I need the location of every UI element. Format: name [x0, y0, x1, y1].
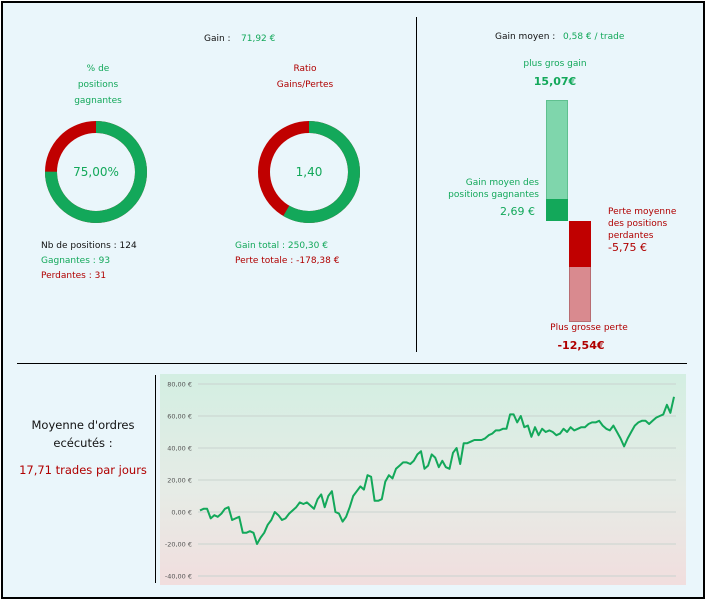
horizontal-divider	[17, 363, 687, 364]
pct-winning-value: 75,00%	[73, 165, 119, 179]
chart-grid	[198, 383, 676, 577]
biggest-loss-value: -12,54€	[557, 339, 605, 352]
gain-value: 71,92 €	[241, 34, 276, 44]
y-tick-label: -20,00 €	[165, 541, 192, 549]
pct-title-line: gagnantes	[74, 96, 122, 106]
avg-win-value: 2,69 €	[500, 205, 535, 218]
avg-orders-title: Moyenne d'ordres ecécutés :	[13, 416, 153, 452]
vertical-divider-top	[416, 17, 417, 352]
ratio-title: Ratio Gains/Pertes	[260, 61, 350, 93]
cumulative-gain-chart: 80,00 € 60,00 € 40,00 € 20,00 € 0,00 € -20,00…	[160, 374, 686, 585]
avg-orders-value: 17,71 trades par jours	[19, 463, 147, 477]
loss-total: Perte totale : -178,38 €	[235, 256, 340, 266]
vertical-divider-bottom	[155, 375, 156, 583]
gain-label: Gain :	[204, 34, 231, 44]
ratio-title-line: Ratio	[293, 64, 317, 74]
biggest-gain-value: 15,07€	[533, 75, 577, 88]
biggest-gain-label: plus gros gain	[523, 59, 587, 69]
ratio-value: 1,40	[296, 165, 323, 179]
avg-orders-title-line: ecécutés :	[53, 436, 113, 450]
y-tick-label: 0,00 €	[171, 509, 192, 517]
y-tick-label: 20,00 €	[167, 477, 192, 485]
ratio-title-line: Gains/Pertes	[276, 80, 334, 90]
donut-green-arc	[258, 121, 360, 223]
pct-winning-donut: 75,00%	[45, 121, 147, 223]
chart-y-ticks: 80,00 € 60,00 € 40,00 € 20,00 € 0,00 € -20,00…	[165, 381, 192, 581]
avg-orders-title-line: Moyenne d'ordres	[31, 418, 135, 432]
y-tick-label: 40,00 €	[167, 445, 192, 453]
avg-loss-label-line: des positions	[608, 219, 668, 229]
avg-loss-value: -5,75 €	[608, 241, 647, 254]
avg-gain-value: 0,58 € / trade	[563, 32, 625, 42]
biggest-loss-label: Plus grosse perte	[550, 323, 628, 333]
y-tick-label: 60,00 €	[167, 413, 192, 421]
winners-count: Gagnantes : 93	[41, 256, 111, 266]
pct-winning-title: % de positions gagnantes	[53, 61, 143, 109]
avg-win-label-line: positions gagnantes	[448, 190, 539, 200]
pct-title-line: % de	[86, 64, 110, 74]
donut-green-arc	[45, 121, 147, 223]
pct-title-line: positions	[77, 80, 119, 90]
losers-count: Perdantes : 31	[41, 271, 107, 281]
positions-count: Nb de positions : 124	[41, 241, 137, 251]
avg-win-label-line: Gain moyen des	[465, 178, 539, 188]
avg-gain-label: Gain moyen :	[495, 32, 556, 42]
ratio-donut: 1,40	[258, 121, 360, 223]
avg-loss-label-line: Perte moyenne	[608, 207, 677, 217]
avg-loss-bar	[569, 221, 591, 268]
avg-loss-label: Perte moyenne des positions perdantes	[608, 206, 676, 242]
y-tick-label: -40,00 €	[165, 573, 192, 581]
cumulative-gain-line	[199, 396, 675, 545]
y-tick-label: 80,00 €	[167, 381, 192, 389]
avg-win-label: Gain moyen des positions gagnantes	[439, 177, 539, 201]
avg-gain-bar	[546, 199, 568, 221]
avg-loss-label-line: perdantes	[608, 231, 654, 241]
gain-total: Gain total : 250,30 €	[235, 241, 328, 251]
